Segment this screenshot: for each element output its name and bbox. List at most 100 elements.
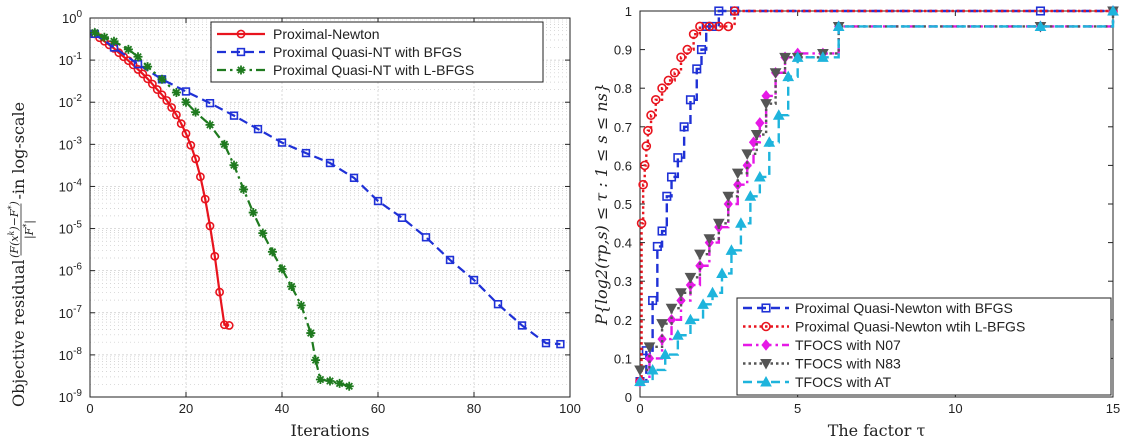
svg-text:(F(xk)−F*): (F(xk)−F*) [7, 201, 21, 258]
y-axis-label-text: Objective residual [9, 260, 28, 408]
data-point [267, 247, 277, 257]
y-tick-label: 10-9 [59, 388, 83, 405]
data-point [782, 70, 795, 82]
x-tick-label: 100 [559, 401, 581, 416]
data-point [639, 160, 650, 171]
data-point [735, 217, 747, 228]
legend-marker [236, 65, 246, 75]
data-point [657, 226, 667, 236]
data-point [644, 352, 655, 365]
data-point [638, 179, 648, 190]
data-point [779, 52, 791, 64]
data-point [650, 94, 661, 105]
data-point [684, 313, 697, 325]
data-point [791, 51, 804, 62]
data-point [695, 259, 705, 272]
data-point [171, 110, 181, 120]
y-tick-label: 100 [62, 9, 82, 26]
data-point [325, 376, 335, 386]
data-point [181, 129, 191, 138]
data-point [1107, 4, 1119, 16]
data-point [703, 234, 716, 245]
data-point [684, 272, 697, 284]
data-point [143, 74, 152, 84]
x-tick-label: 10 [948, 401, 962, 416]
y-tick-label: 0.2 [614, 313, 632, 328]
x-tick-label: 5 [794, 401, 801, 416]
data-point [205, 221, 215, 231]
data-point [191, 107, 201, 117]
data-point [704, 21, 715, 32]
x-tick-label: 60 [371, 401, 385, 416]
y-tick-label: 0.5 [614, 197, 632, 212]
axes-frame [89, 17, 571, 398]
data-point [143, 62, 153, 72]
y-tick-label: 0.8 [614, 81, 632, 96]
y-axis-label-suffix: -in log-scale [9, 102, 28, 200]
legend-marker [760, 375, 772, 387]
legend: Proximal-Newton Proximal Quasi-NT with BF… [210, 21, 544, 83]
data-point [157, 74, 167, 84]
data-point [123, 44, 133, 54]
y-axis-label: P{log2(rp,s) ≤ τ : 1 ≤ s ≤ ns} [592, 83, 611, 326]
data-point [669, 67, 680, 78]
data-point [723, 21, 734, 32]
legend-label: Proximal Quasi-Newton wtih L-BFGS [795, 319, 1025, 335]
series-4 [634, 6, 1119, 377]
y-tick-label: 10-5 [59, 220, 83, 237]
y-tick-label: 10-7 [59, 304, 83, 321]
data-point [200, 194, 210, 204]
data-point [692, 64, 702, 74]
y-tick-label: 0.6 [614, 158, 632, 173]
data-point [742, 159, 752, 172]
y-tick-label: 0.1 [614, 351, 632, 366]
data-point [695, 21, 705, 32]
data-point [673, 153, 683, 163]
data-point [648, 295, 658, 306]
y-tick-label: 10-1 [59, 51, 83, 68]
data-point [469, 275, 479, 285]
data-point [643, 125, 653, 136]
data-point [679, 122, 689, 132]
data-point [682, 44, 693, 55]
data-point [219, 320, 229, 330]
y-tick-label: 0.9 [614, 43, 632, 58]
data-point [656, 319, 668, 330]
data-point [210, 251, 220, 261]
data-point [344, 381, 354, 391]
legend-entry: Proximal-Newton [217, 26, 380, 42]
legend-entry: Proximal Quasi-NT with BFGS [217, 44, 462, 60]
data-point [311, 355, 321, 365]
data-point [90, 28, 100, 38]
data-point [287, 282, 297, 292]
data-point [657, 83, 667, 93]
data-point [335, 378, 345, 388]
data-point [181, 97, 191, 107]
data-point [556, 339, 565, 349]
x-tick-label: 0 [636, 401, 643, 416]
legend-marker [760, 359, 772, 370]
data-point [652, 241, 662, 252]
x-axis-label: The factor τ [828, 421, 926, 439]
data-point [167, 103, 176, 112]
x-tick-label: 15 [1106, 401, 1120, 416]
y-tick-label: 0 [625, 390, 632, 405]
legend-marker [236, 47, 246, 57]
legend-label: TFOCS with AT [795, 374, 892, 390]
data-point [634, 365, 646, 377]
data-point [205, 120, 215, 130]
data-point [663, 75, 674, 86]
data-point [772, 109, 785, 120]
data-point [517, 321, 527, 330]
data-point [162, 96, 172, 105]
data-point [373, 196, 383, 206]
series-2 [635, 6, 1118, 387]
x-axis-label: Iterations [290, 421, 369, 439]
data-point [224, 321, 234, 330]
data-point [229, 111, 239, 120]
series-line [640, 9, 1113, 383]
x-tick-label: 0 [86, 401, 93, 416]
legend-entry: Proximal Quasi-NT with L-BFGS [217, 62, 474, 78]
data-point [688, 29, 699, 39]
data-point [152, 85, 162, 94]
